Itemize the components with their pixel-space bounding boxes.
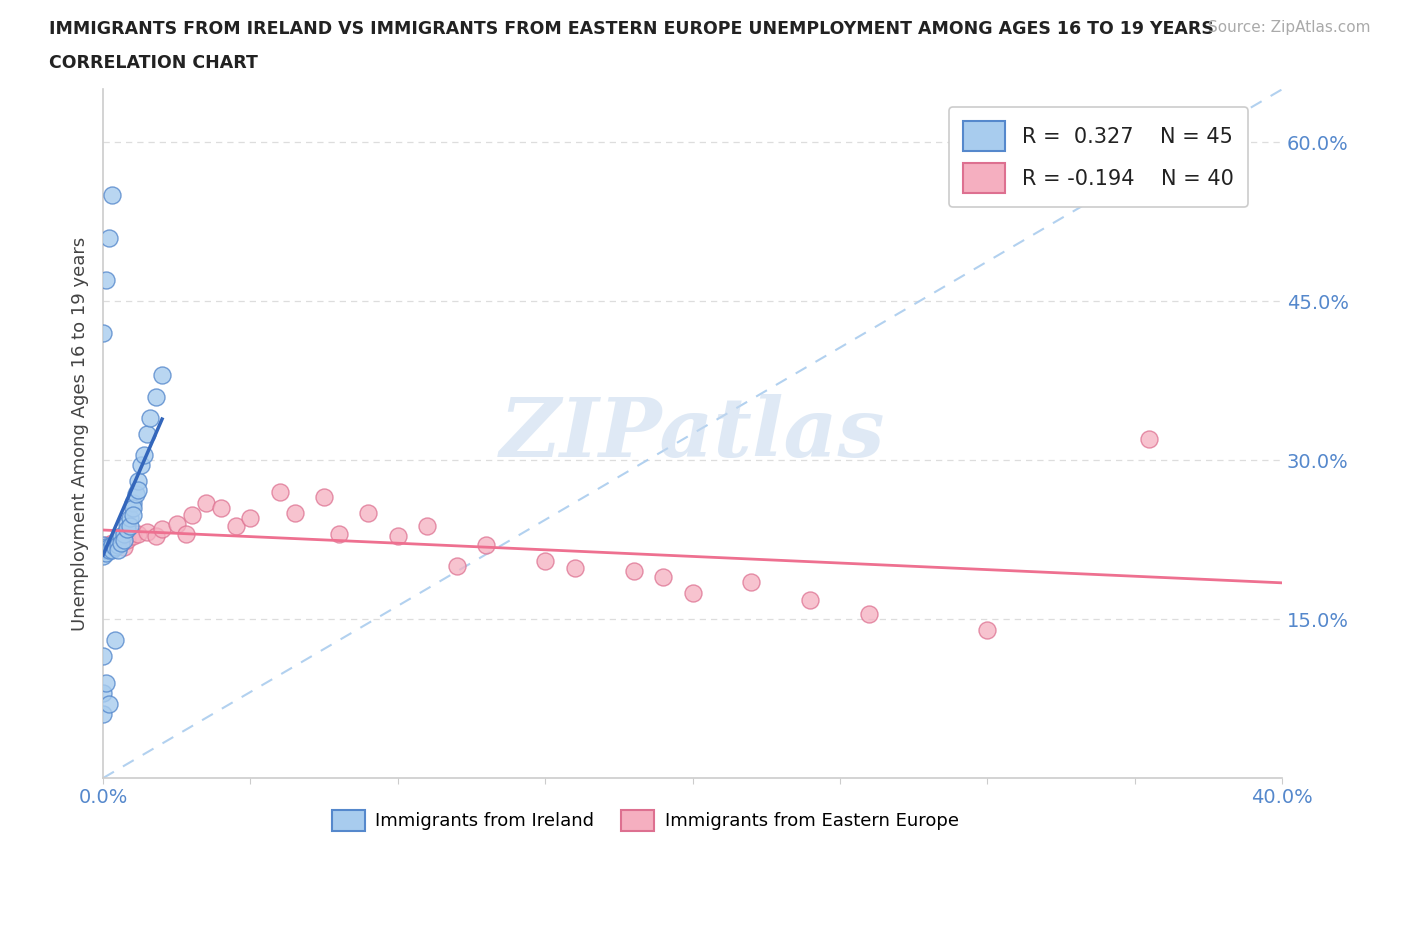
Point [150, 368, 173, 383]
Point [115, 532, 138, 547]
Point [91, 548, 114, 563]
Point [269, 485, 291, 499]
Point [107, 543, 129, 558]
Point [98, 697, 121, 711]
Point [94, 539, 117, 554]
Point [101, 536, 124, 551]
Point [623, 564, 645, 578]
Point [107, 532, 129, 547]
Point [104, 539, 127, 554]
Point [107, 532, 129, 547]
Point [91, 543, 114, 558]
Point [128, 527, 150, 542]
Point [104, 539, 127, 554]
Point [128, 474, 150, 489]
Point [115, 516, 138, 531]
Point [94, 543, 117, 558]
Point [225, 518, 247, 533]
Point [118, 518, 141, 533]
Point [357, 506, 380, 521]
Point [121, 500, 143, 515]
Point [112, 532, 135, 547]
Point [94, 538, 117, 552]
Point [314, 490, 336, 505]
Point [91, 543, 114, 558]
Point [91, 538, 114, 552]
Point [91, 707, 114, 722]
Point [104, 536, 127, 551]
Point [799, 592, 821, 607]
Point [1137, 432, 1160, 446]
Point [128, 483, 150, 498]
Point [118, 511, 141, 525]
Legend: Immigrants from Ireland, Immigrants from Eastern Europe: Immigrants from Ireland, Immigrants from… [325, 803, 966, 838]
Point [121, 508, 143, 523]
Point [239, 511, 262, 525]
Point [416, 518, 439, 533]
Y-axis label: Unemployment Among Ages 16 to 19 years: Unemployment Among Ages 16 to 19 years [72, 236, 89, 631]
Text: IMMIGRANTS FROM IRELAND VS IMMIGRANTS FROM EASTERN EUROPE UNEMPLOYMENT AMONG AGE: IMMIGRANTS FROM IRELAND VS IMMIGRANTS FR… [49, 20, 1215, 38]
Point [166, 516, 188, 531]
Point [121, 495, 143, 510]
Point [136, 426, 159, 441]
Point [124, 486, 146, 501]
Point [112, 539, 135, 554]
Text: ZIPatlas: ZIPatlas [499, 393, 886, 473]
Point [91, 685, 114, 700]
Point [534, 553, 557, 568]
Point [98, 543, 121, 558]
Point [195, 495, 218, 510]
Text: CORRELATION CHART: CORRELATION CHART [49, 54, 259, 72]
Point [112, 527, 135, 542]
Point [740, 575, 762, 590]
Point [91, 326, 114, 340]
Point [104, 632, 127, 647]
Point [328, 527, 350, 542]
Point [134, 447, 156, 462]
Point [94, 272, 117, 287]
Point [101, 538, 124, 552]
Point [98, 539, 121, 554]
Point [174, 527, 197, 542]
Point [110, 536, 132, 551]
Point [110, 529, 132, 544]
Point [446, 559, 468, 574]
Point [94, 546, 117, 561]
Point [115, 522, 138, 537]
Point [107, 538, 129, 552]
Point [475, 538, 498, 552]
Point [94, 675, 117, 690]
Point [145, 529, 167, 544]
Point [284, 506, 307, 521]
Point [976, 622, 998, 637]
Point [652, 569, 675, 584]
Point [180, 508, 202, 523]
Point [387, 529, 409, 544]
Point [139, 410, 162, 425]
Point [136, 525, 159, 539]
Point [101, 188, 124, 203]
Text: Source: ZipAtlas.com: Source: ZipAtlas.com [1208, 20, 1371, 35]
Point [564, 561, 586, 576]
Point [98, 231, 121, 246]
Point [110, 536, 132, 551]
Point [131, 458, 153, 473]
Point [150, 522, 173, 537]
Point [682, 585, 704, 600]
Point [101, 543, 124, 558]
Point [91, 649, 114, 664]
Point [98, 539, 121, 554]
Point [209, 500, 232, 515]
Point [121, 529, 143, 544]
Point [858, 606, 880, 621]
Point [145, 389, 167, 404]
